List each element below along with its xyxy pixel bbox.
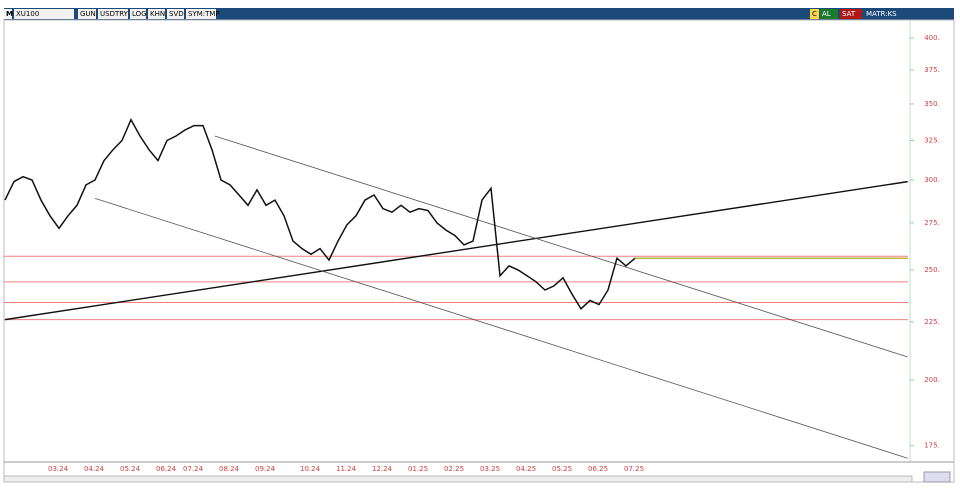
x-tick-label: 11.24 [336, 465, 357, 473]
y-tick-label: 200. [924, 376, 940, 384]
scroll-controls[interactable] [923, 471, 951, 483]
toolbar: M XU100 GUN USDTRY LOG KHN SVD SYM:TMP C AL SAT M… [4, 8, 954, 20]
scrollbar[interactable] [3, 475, 913, 483]
x-tick-label: 05.24 [120, 465, 141, 473]
x-tick-label: 03.25 [480, 465, 500, 473]
price-line [4, 118, 636, 310]
y-tick-label: 300. [924, 176, 940, 184]
x-tick-label: 05.25 [552, 465, 572, 473]
y-tick-label: 275. [924, 219, 940, 227]
toolbar-button[interactable]: GUN [78, 9, 96, 19]
x-tick-label: 06.25 [588, 465, 608, 473]
y-tick-label: 375. [924, 66, 940, 74]
symbol[interactable]: XU100 [14, 9, 74, 19]
trendline [94, 198, 908, 459]
x-tick-label: 07.25 [624, 465, 644, 473]
y-tick-label: 250. [924, 266, 940, 274]
menu-button[interactable]: M [4, 9, 13, 19]
toolbar-button[interactable]: LOG [130, 9, 147, 19]
toolbar-button[interactable]: AL [820, 9, 838, 19]
x-tick-label: 01.25 [408, 465, 428, 473]
trendline [4, 180, 908, 321]
x-tick-label: 10.24 [300, 465, 321, 473]
x-tick-label: 07.24 [183, 465, 204, 473]
x-tick-label: 02.25 [444, 465, 464, 473]
x-tick-label: 04.24 [84, 465, 105, 473]
y-tick-label: 350. [924, 100, 940, 108]
toolbar-button[interactable]: USDTRY [98, 9, 128, 19]
toolbar-button[interactable]: SAT [840, 9, 862, 19]
x-tick-label: 04.25 [516, 465, 536, 473]
trendline [214, 135, 908, 358]
x-tick-label: 12.24 [372, 465, 393, 473]
x-tick-label: 08.24 [219, 465, 240, 473]
y-tick-label: 225. [924, 318, 940, 326]
toolbar-button[interactable]: MATR:KS [864, 9, 908, 19]
chart-frame [3, 19, 955, 483]
y-tick-label: 400. [924, 34, 940, 42]
toolbar-button[interactable]: C [810, 9, 819, 19]
y-tick-label: 325. [924, 137, 940, 145]
x-tick-label: 06.24 [156, 465, 177, 473]
toolbar-button[interactable]: SVD [167, 9, 184, 19]
y-tick-label: 175. [924, 442, 940, 450]
toolbar-button[interactable]: KHN [148, 9, 166, 19]
x-tick-label: 09.24 [255, 465, 276, 473]
toolbar-button[interactable]: SYM:TMP [186, 9, 220, 19]
x-tick-label: 03.24 [48, 465, 69, 473]
